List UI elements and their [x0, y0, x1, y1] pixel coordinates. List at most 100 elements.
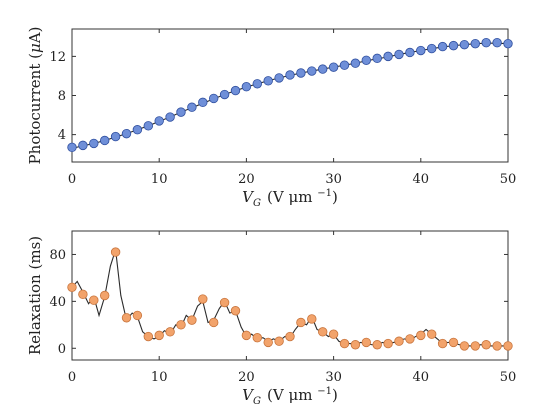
x-tick-label: 0: [68, 370, 76, 385]
y-tick-label: 8: [58, 89, 66, 104]
data-point: [165, 327, 175, 337]
data-point: [437, 41, 448, 52]
data-point: [296, 317, 306, 328]
data-point: [263, 76, 273, 86]
data-point: [307, 66, 317, 76]
data-point: [328, 62, 339, 72]
data-point: [307, 314, 317, 324]
y-tick-label: 0: [58, 342, 66, 357]
data-point: [318, 64, 328, 74]
data-point: [339, 338, 350, 349]
data-point: [241, 330, 252, 341]
data-point: [99, 290, 110, 301]
data-point: [67, 142, 77, 153]
data-point: [459, 341, 470, 351]
y-tick-label: 4: [58, 128, 66, 143]
data-point: [143, 121, 154, 131]
data-point: [187, 315, 197, 325]
data-point: [328, 329, 339, 339]
y-axis-label: Photocurrent (μA): [26, 27, 44, 165]
data-point: [405, 47, 415, 58]
data-point: [361, 55, 372, 65]
data-point: [121, 313, 132, 323]
x-tick-label: 50: [500, 370, 517, 385]
data-point: [318, 327, 328, 337]
data-point: [350, 340, 361, 350]
data-point: [405, 334, 415, 344]
data-point: [350, 58, 361, 68]
data-point: [99, 135, 110, 146]
x-tick-label: 50: [500, 172, 517, 187]
data-point: [187, 102, 197, 112]
plot-frame: [71, 230, 509, 361]
data-point: [372, 53, 382, 64]
data-point: [230, 85, 241, 96]
data-point: [132, 125, 143, 135]
data-point: [492, 341, 502, 351]
x-tick-label: 30: [325, 370, 342, 385]
data-point: [121, 128, 132, 139]
x-tick-label: 10: [151, 370, 168, 385]
x-tick-label: 10: [151, 172, 168, 187]
data-point: [503, 341, 513, 351]
y-tick-label: 40: [49, 295, 66, 310]
data-point: [361, 337, 372, 348]
data-point: [78, 289, 88, 300]
data-point: [339, 60, 350, 70]
data-point: [372, 340, 382, 350]
data-point: [67, 282, 77, 292]
photocurrent-panel: 0 10 20 30 40 50 4 8 12 VG (V μm −1) Photocurrent (…: [26, 27, 516, 209]
data-point: [143, 331, 154, 342]
x-axis-label: VG (V μm −1): [242, 188, 338, 209]
x-tick-label: 20: [238, 370, 255, 385]
data-point: [89, 295, 99, 305]
data-point: [132, 310, 143, 321]
x-tick-label: 20: [238, 172, 255, 187]
data-point: [241, 81, 252, 92]
data-point: [208, 317, 219, 328]
data-point: [263, 337, 273, 348]
data-point: [176, 320, 186, 330]
data-point: [230, 306, 241, 316]
data-point: [285, 331, 295, 342]
data-point: [110, 131, 121, 142]
data-point: [383, 51, 393, 62]
data-point: [470, 38, 481, 49]
data-point: [154, 330, 164, 341]
data-point: [198, 294, 208, 304]
data-point: [208, 93, 219, 104]
data-point: [252, 333, 262, 343]
data-point: [219, 89, 230, 100]
data-point: [427, 329, 437, 339]
y-tick-label: 12: [49, 50, 66, 65]
x-tick-label: 30: [325, 172, 342, 187]
data-point: [383, 338, 393, 349]
data-point: [89, 138, 99, 149]
data-point: [481, 340, 491, 350]
data-point: [285, 70, 295, 80]
data-point: [448, 40, 459, 51]
data-point: [394, 336, 404, 346]
data-point: [448, 337, 459, 348]
data-point: [416, 45, 426, 56]
data-point: [416, 330, 426, 341]
data-point: [274, 73, 284, 83]
relaxation-panel: 0 10 20 30 40 50 0 40 80 VG (V μm −1) Relaxation (m…: [26, 230, 517, 407]
data-point: [470, 341, 481, 351]
data-point: [394, 49, 404, 60]
y-tick-label: 80: [49, 248, 66, 263]
data-point: [78, 140, 88, 151]
data-point: [481, 37, 491, 48]
data-point: [492, 37, 502, 48]
x-axis-label: VG (V μm −1): [242, 386, 338, 407]
data-point: [503, 38, 513, 49]
x-tick-label: 40: [413, 370, 430, 385]
data-point: [110, 247, 121, 257]
fit-line: [71, 249, 508, 347]
data-point: [427, 43, 437, 54]
data-point: [252, 79, 262, 89]
data-point: [198, 97, 208, 108]
x-tick-label: 0: [68, 172, 76, 187]
data-point: [176, 107, 186, 117]
data-point: [274, 336, 284, 346]
